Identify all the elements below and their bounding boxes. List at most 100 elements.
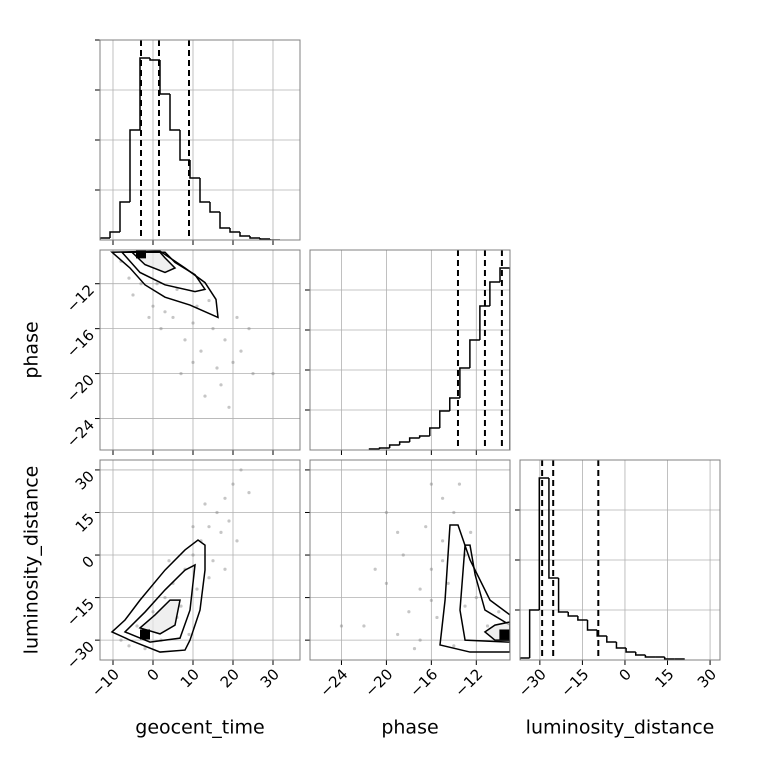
histogram-bin: [634, 652, 646, 656]
sample-point: [151, 304, 155, 308]
sample-point: [127, 644, 131, 648]
sample-point: [231, 360, 235, 364]
panel-frame: [309, 459, 511, 661]
sample-point: [219, 530, 223, 534]
x-tick-label: 10: [177, 665, 203, 691]
histogram-bin: [586, 620, 598, 631]
sample-point: [485, 624, 490, 628]
sample-point: [191, 553, 195, 557]
contour: [459, 544, 510, 643]
sample-point: [167, 559, 171, 563]
x-axis-label: phase: [381, 717, 438, 739]
x-axis-label: luminosity_distance: [526, 717, 715, 739]
contour: [110, 250, 219, 319]
histogram-bin: [557, 578, 569, 613]
sample-point: [163, 310, 167, 314]
sample-point: [147, 315, 151, 320]
histogram-bin: [429, 427, 440, 436]
y-tick-label: −30: [63, 637, 98, 672]
histogram-bin: [388, 444, 400, 448]
histogram-bin: [269, 239, 280, 240]
sample-point: [396, 530, 400, 534]
contour: [439, 524, 510, 653]
y-tick-label: −12: [63, 281, 98, 316]
panel: [100, 250, 300, 450]
histogram-bin: [606, 636, 617, 643]
histogram-bin: [129, 129, 140, 202]
sample-point: [239, 468, 243, 472]
x-tick-label: −16: [406, 665, 441, 700]
sample-point: [195, 587, 199, 591]
sample-point: [163, 595, 167, 600]
sample-point: [175, 287, 179, 291]
histogram-bin: [398, 441, 410, 445]
sample-point: [155, 282, 159, 286]
sample-point: [239, 349, 243, 353]
contour: [110, 539, 206, 653]
sample-point: [497, 610, 501, 614]
contour: [120, 251, 207, 293]
histogram-bin: [548, 478, 559, 579]
y-tick-label: −20: [63, 371, 98, 406]
sample-point: [396, 632, 400, 637]
x-tick-label: 30: [257, 665, 283, 691]
mode: [136, 250, 146, 259]
x-tick-label: 0: [144, 665, 163, 684]
histogram-bin: [100, 237, 110, 240]
histogram-bin: [663, 657, 675, 660]
x-tick-label: 0: [615, 665, 634, 684]
panel-frame: [519, 459, 721, 661]
histogram-bin: [449, 397, 460, 411]
sample-point: [207, 298, 211, 303]
histogram-bin: [479, 305, 490, 340]
sample-point: [215, 510, 219, 515]
histogram-bin: [596, 630, 607, 637]
panel-frame: [99, 39, 301, 241]
histogram-bin: [469, 339, 480, 368]
histogram-bin: [615, 642, 627, 649]
histogram-bin: [538, 477, 549, 610]
sample-point: [119, 638, 123, 642]
sample-point: [223, 496, 227, 500]
sample-point: [373, 567, 377, 571]
histogram-bin: [625, 648, 636, 653]
histogram-bin: [209, 202, 220, 213]
histogram-bin: [219, 212, 230, 229]
x-tick-label: 15: [651, 665, 677, 691]
sample-point: [203, 394, 207, 398]
sample-point: [446, 581, 450, 586]
sample-point: [179, 604, 183, 608]
sample-point: [235, 539, 239, 543]
histogram-bin: [489, 281, 500, 306]
histogram-bin: [109, 231, 120, 238]
histogram-bin: [577, 616, 588, 621]
sample-point: [187, 632, 191, 637]
sample-point: [171, 315, 175, 320]
histogram-bin: [179, 130, 190, 161]
sample-point: [191, 321, 195, 325]
sample-point: [223, 338, 227, 342]
sample-point: [440, 559, 445, 563]
sample-point: [219, 383, 223, 387]
histogram-bin: [239, 232, 250, 237]
histogram-bin: [567, 612, 578, 617]
sample-point: [215, 366, 219, 370]
histogram-bin: [439, 410, 450, 428]
sample-point: [463, 604, 467, 608]
sample-point: [407, 610, 411, 614]
sample-point: [131, 293, 135, 297]
sample-point: [151, 610, 155, 614]
sample-point: [199, 349, 203, 353]
sample-point: [135, 624, 139, 628]
x-tick-label: 30: [694, 665, 720, 691]
histogram-bin: [119, 201, 130, 232]
sample-point: [139, 282, 143, 286]
sample-point: [429, 598, 433, 603]
sample-point: [429, 482, 433, 486]
mode: [140, 629, 150, 640]
panel-frame: [99, 249, 301, 451]
sample-point: [440, 539, 445, 543]
histogram-bin: [408, 437, 420, 442]
y-tick-label: −15: [63, 595, 98, 630]
x-tick-label: −12: [451, 665, 486, 700]
